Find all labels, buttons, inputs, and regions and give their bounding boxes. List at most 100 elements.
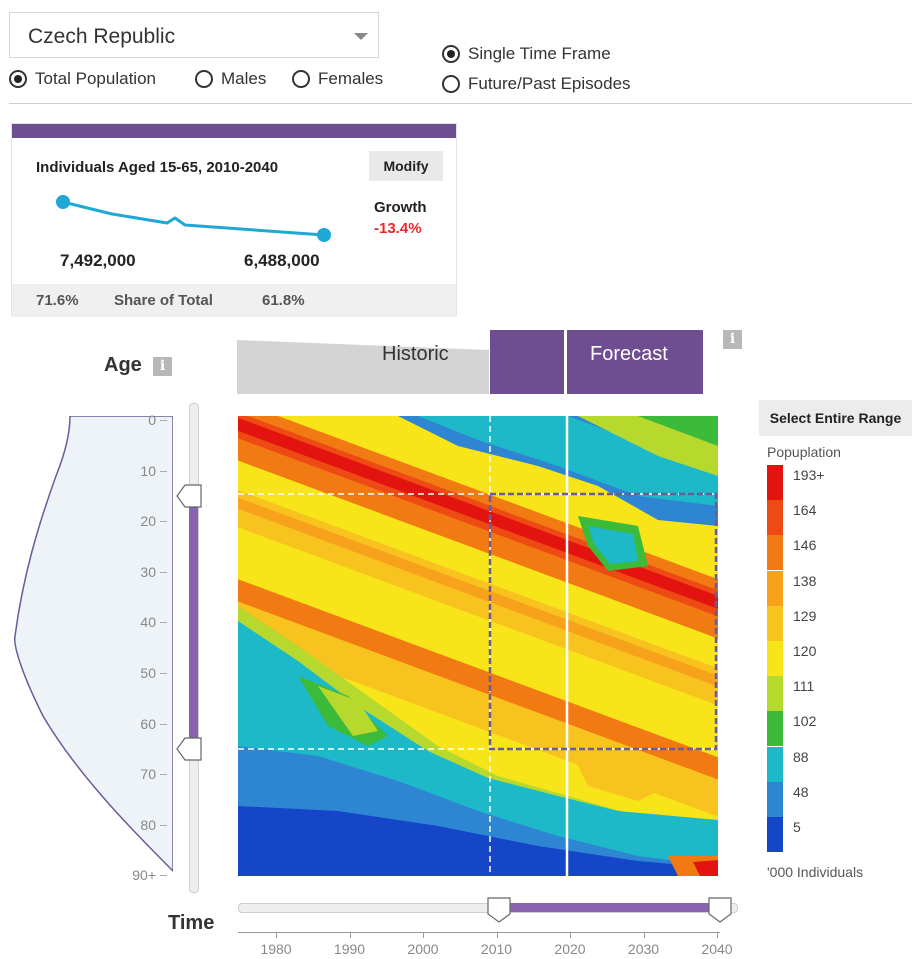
info-icon[interactable]: i [153, 357, 172, 376]
legend-swatch [767, 605, 783, 641]
select-entire-range-button[interactable]: Select Entire Range [759, 400, 912, 436]
age-tick-mark [160, 673, 167, 674]
year-tick-label: 2010 [480, 941, 513, 957]
legend-title: Popuplation [767, 444, 841, 460]
forecast-band [567, 330, 703, 394]
time-slider-handle-start[interactable] [487, 897, 511, 923]
radio-total-population[interactable]: Total Population [9, 69, 156, 89]
legend-unit: '000 Individuals [767, 864, 864, 880]
sparkline [56, 195, 331, 242]
summary-title: Individuals Aged 15-65, 2010-2040 [36, 159, 279, 176]
divider [9, 103, 912, 104]
year-tick-mark [643, 932, 645, 938]
time-slider-handle-end[interactable] [708, 897, 732, 923]
selection-band [490, 330, 564, 394]
radio-future-past-episodes[interactable]: Future/Past Episodes [442, 74, 631, 94]
time-axis-title: Time [168, 912, 215, 934]
growth-value: -13.4% [374, 220, 422, 237]
country-select[interactable]: Czech Republic [9, 12, 379, 58]
radio-females[interactable]: Females [292, 69, 383, 89]
share-start: 71.6% [36, 292, 79, 309]
age-tick-label: 20 [140, 513, 156, 530]
legend-label: 193+ [793, 467, 825, 483]
year-tick-mark [496, 932, 498, 938]
legend-swatch [767, 711, 783, 747]
year-tick-label: 2030 [627, 941, 660, 957]
population-heatmap[interactable] [238, 416, 718, 876]
age-tick-mark [160, 420, 167, 421]
info-icon[interactable]: i [723, 330, 742, 349]
age-tick-label: 60 [140, 715, 156, 732]
year-tick-mark [570, 932, 571, 938]
radio-dot-icon[interactable] [195, 70, 213, 88]
time-slider-range[interactable] [498, 903, 720, 912]
share-label: Share of Total [114, 292, 213, 309]
legend-swatch [767, 570, 783, 606]
year-tick-label: 2020 [554, 941, 586, 957]
radio-label: Females [318, 69, 384, 88]
age-tick-label: 30 [140, 563, 156, 580]
age-tick-label: 80 [140, 816, 156, 833]
radio-dot-icon[interactable] [9, 70, 27, 88]
age-tick-mark [160, 622, 167, 624]
radio-single-time-frame[interactable]: Single Time Frame [442, 44, 611, 64]
start-value: 7,492,000 [60, 251, 136, 270]
legend-label: 129 [793, 607, 817, 624]
time-axis-line [238, 932, 720, 933]
age-distribution-curve [14, 416, 173, 873]
radio-dot-icon[interactable] [442, 45, 460, 63]
forecast-label: Forecast [590, 343, 668, 365]
growth-label: Growth [374, 199, 427, 216]
age-tick-label: 40 [140, 614, 156, 631]
legend-swatch [767, 500, 783, 536]
share-end: 61.8% [262, 292, 305, 309]
legend-swatch [767, 641, 783, 676]
age-tick-label: 70 [140, 766, 156, 783]
legend-swatch [767, 676, 783, 712]
radio-dot-icon[interactable] [292, 70, 310, 88]
age-tick-label: 10 [140, 462, 156, 479]
age-slider-range[interactable] [189, 496, 198, 749]
modify-button[interactable]: Modify [369, 151, 443, 181]
radio-dot-icon[interactable] [442, 75, 460, 93]
sparkline-line [62, 200, 325, 237]
year-tick-mark [717, 932, 718, 938]
age-tick-mark [160, 571, 167, 573]
age-tick-label: 0 [148, 412, 156, 428]
age-tick-label: 90+ [132, 867, 156, 884]
radio-label: Total Population [35, 69, 156, 88]
year-tick-label: 1980 [260, 941, 292, 957]
age-tick-mark [160, 774, 167, 776]
selection-rectangle [488, 492, 718, 751]
legend-label: 5 [793, 819, 801, 835]
share-footer: 71.6% Share of Total 61.8% [12, 284, 456, 317]
legend-swatch [767, 781, 783, 817]
year-tick-label: 1990 [333, 941, 366, 957]
year-tick-mark [349, 932, 351, 938]
end-value: 6,488,000 [244, 251, 320, 270]
chevron-down-icon[interactable] [354, 33, 368, 40]
legend-label: 120 [793, 643, 817, 659]
legend-swatch [767, 817, 783, 852]
legend-label: 48 [793, 783, 809, 800]
legend-label: 111 [793, 678, 815, 695]
age-tick-label: 50 [140, 665, 156, 681]
summary-card-header-band [12, 124, 456, 138]
radio-males[interactable]: Males [195, 69, 266, 89]
year-tick-label: 2000 [407, 941, 439, 957]
country-select-value: Czech Republic [28, 25, 176, 48]
historic-label: Historic [382, 343, 449, 365]
legend-swatch [767, 746, 783, 782]
legend-label: 164 [793, 502, 817, 519]
sparkline-start-point [56, 195, 70, 209]
age-axis-title: Age [104, 354, 142, 376]
age-tick-mark [160, 470, 167, 472]
age-tick-mark [160, 723, 167, 725]
age-slider-handle-top[interactable] [176, 484, 202, 508]
sparkline-end-point [317, 228, 331, 242]
radio-label: Future/Past Episodes [468, 74, 631, 93]
year-tick-mark [423, 932, 424, 938]
heatmap-cohort-bands [238, 416, 718, 876]
historic-band-slope [237, 330, 489, 350]
age-slider-handle-bottom[interactable] [176, 737, 202, 761]
